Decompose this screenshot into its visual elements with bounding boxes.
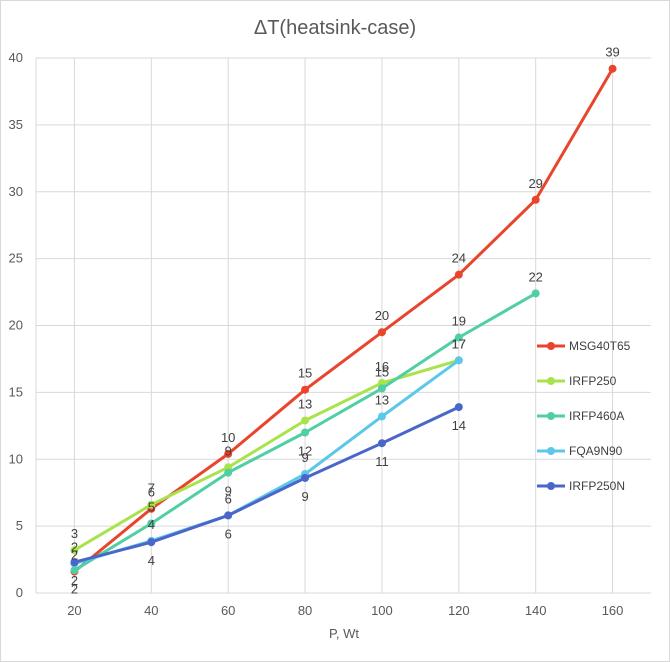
data-label: 20	[375, 308, 389, 323]
data-label: 6	[225, 491, 232, 506]
data-point	[224, 511, 233, 520]
data-label: 4	[148, 553, 155, 568]
legend-label: IRFP250	[569, 374, 617, 388]
data-point	[531, 195, 540, 204]
data-point	[301, 385, 310, 394]
y-tick-label: 30	[9, 184, 23, 199]
data-label: 13	[298, 396, 312, 411]
y-tick-label: 10	[9, 451, 23, 466]
data-point	[454, 333, 463, 342]
data-point	[377, 412, 386, 421]
data-label: 2	[71, 540, 78, 555]
data-point	[377, 328, 386, 337]
data-point	[147, 519, 156, 528]
data-point	[70, 546, 79, 555]
data-point	[301, 473, 310, 482]
legend-marker	[547, 412, 555, 420]
legend-marker	[547, 342, 555, 350]
legend-marker	[547, 447, 555, 455]
data-label: 17	[452, 336, 466, 351]
data-point	[377, 439, 386, 448]
data-label: 2	[71, 548, 78, 563]
data-point	[454, 270, 463, 279]
data-point	[531, 289, 540, 298]
data-label: 17	[452, 336, 466, 351]
data-label: 9	[301, 489, 308, 504]
x-tick-label: 100	[371, 603, 393, 618]
y-tick-label: 0	[16, 585, 23, 600]
data-label: 4	[148, 517, 155, 532]
data-label: 12	[298, 444, 312, 459]
series-line-fqa9n90	[73, 359, 460, 566]
x-tick-label: 120	[448, 603, 470, 618]
data-label: 15	[375, 364, 389, 379]
data-label: 6	[225, 526, 232, 541]
data-label: 9	[225, 443, 232, 458]
series-layer	[70, 64, 617, 576]
data-point	[70, 566, 79, 575]
data-label: 39	[605, 45, 619, 60]
series-line-msg40t65	[73, 67, 614, 573]
y-tick-label: 40	[9, 50, 23, 65]
x-axis-label: P, Wt	[329, 626, 359, 641]
data-label: 11	[375, 454, 389, 469]
data-labels: 2610152024293937913161725912151922246913…	[71, 45, 620, 597]
data-label: 24	[452, 251, 466, 266]
data-label: 3	[71, 526, 78, 541]
data-label: 13	[375, 392, 389, 407]
x-tick-label: 80	[298, 603, 312, 618]
data-point	[454, 356, 463, 365]
data-point	[224, 449, 233, 458]
data-point	[301, 416, 310, 425]
data-label: 6	[148, 485, 155, 500]
data-point	[147, 500, 156, 509]
data-point	[454, 403, 463, 412]
data-label: 2	[71, 573, 78, 588]
series-line-irfp250n	[74, 405, 460, 564]
legend-marker	[547, 377, 555, 385]
x-tick-label: 60	[221, 603, 235, 618]
legend-marker	[547, 482, 555, 490]
y-tick-label: 25	[9, 251, 23, 266]
y-tick-label: 15	[9, 384, 23, 399]
legend-label: FQA9N90	[569, 444, 623, 458]
y-tick-label: 35	[9, 117, 23, 132]
legend-label: MSG40T65	[569, 339, 631, 353]
data-point	[70, 558, 79, 567]
data-label: 19	[452, 314, 466, 329]
data-point	[301, 428, 310, 437]
chart-title: ΔT(heatsink-case)	[254, 17, 416, 39]
data-point	[608, 64, 617, 73]
y-axis-ticks: 0 5 10 15 20 25 30 35 40	[9, 50, 23, 600]
data-label: 9	[225, 484, 232, 499]
x-axis-ticks: 20 40 60 80 100 120 140 160	[67, 603, 623, 618]
legend: MSG40T65 IRFP250 IRFP460A FQA9N90 IRFP250N	[537, 339, 631, 493]
data-label: 5	[148, 499, 155, 514]
data-label: 15	[298, 366, 312, 381]
data-label: 7	[148, 481, 155, 496]
data-label: 9	[301, 450, 308, 465]
legend-label: IRFP460A	[569, 409, 624, 423]
x-tick-label: 160	[602, 603, 624, 618]
x-tick-label: 20	[67, 603, 81, 618]
data-label: 22	[528, 269, 542, 284]
data-label: 2	[71, 581, 78, 596]
data-label: 29	[528, 176, 542, 191]
data-label: 14	[452, 418, 466, 433]
x-tick-label: 140	[525, 603, 547, 618]
data-label: 16	[375, 359, 389, 374]
x-tick-label: 40	[144, 603, 158, 618]
legend-label: IRFP250N	[569, 479, 625, 493]
data-label: 10	[221, 430, 235, 445]
data-point	[147, 538, 156, 547]
data-point	[377, 384, 386, 393]
y-tick-label: 20	[9, 318, 23, 333]
grid-layer	[35, 57, 651, 594]
series-line-irfp250	[73, 358, 460, 552]
y-tick-label: 5	[16, 518, 23, 533]
data-point	[224, 468, 233, 477]
